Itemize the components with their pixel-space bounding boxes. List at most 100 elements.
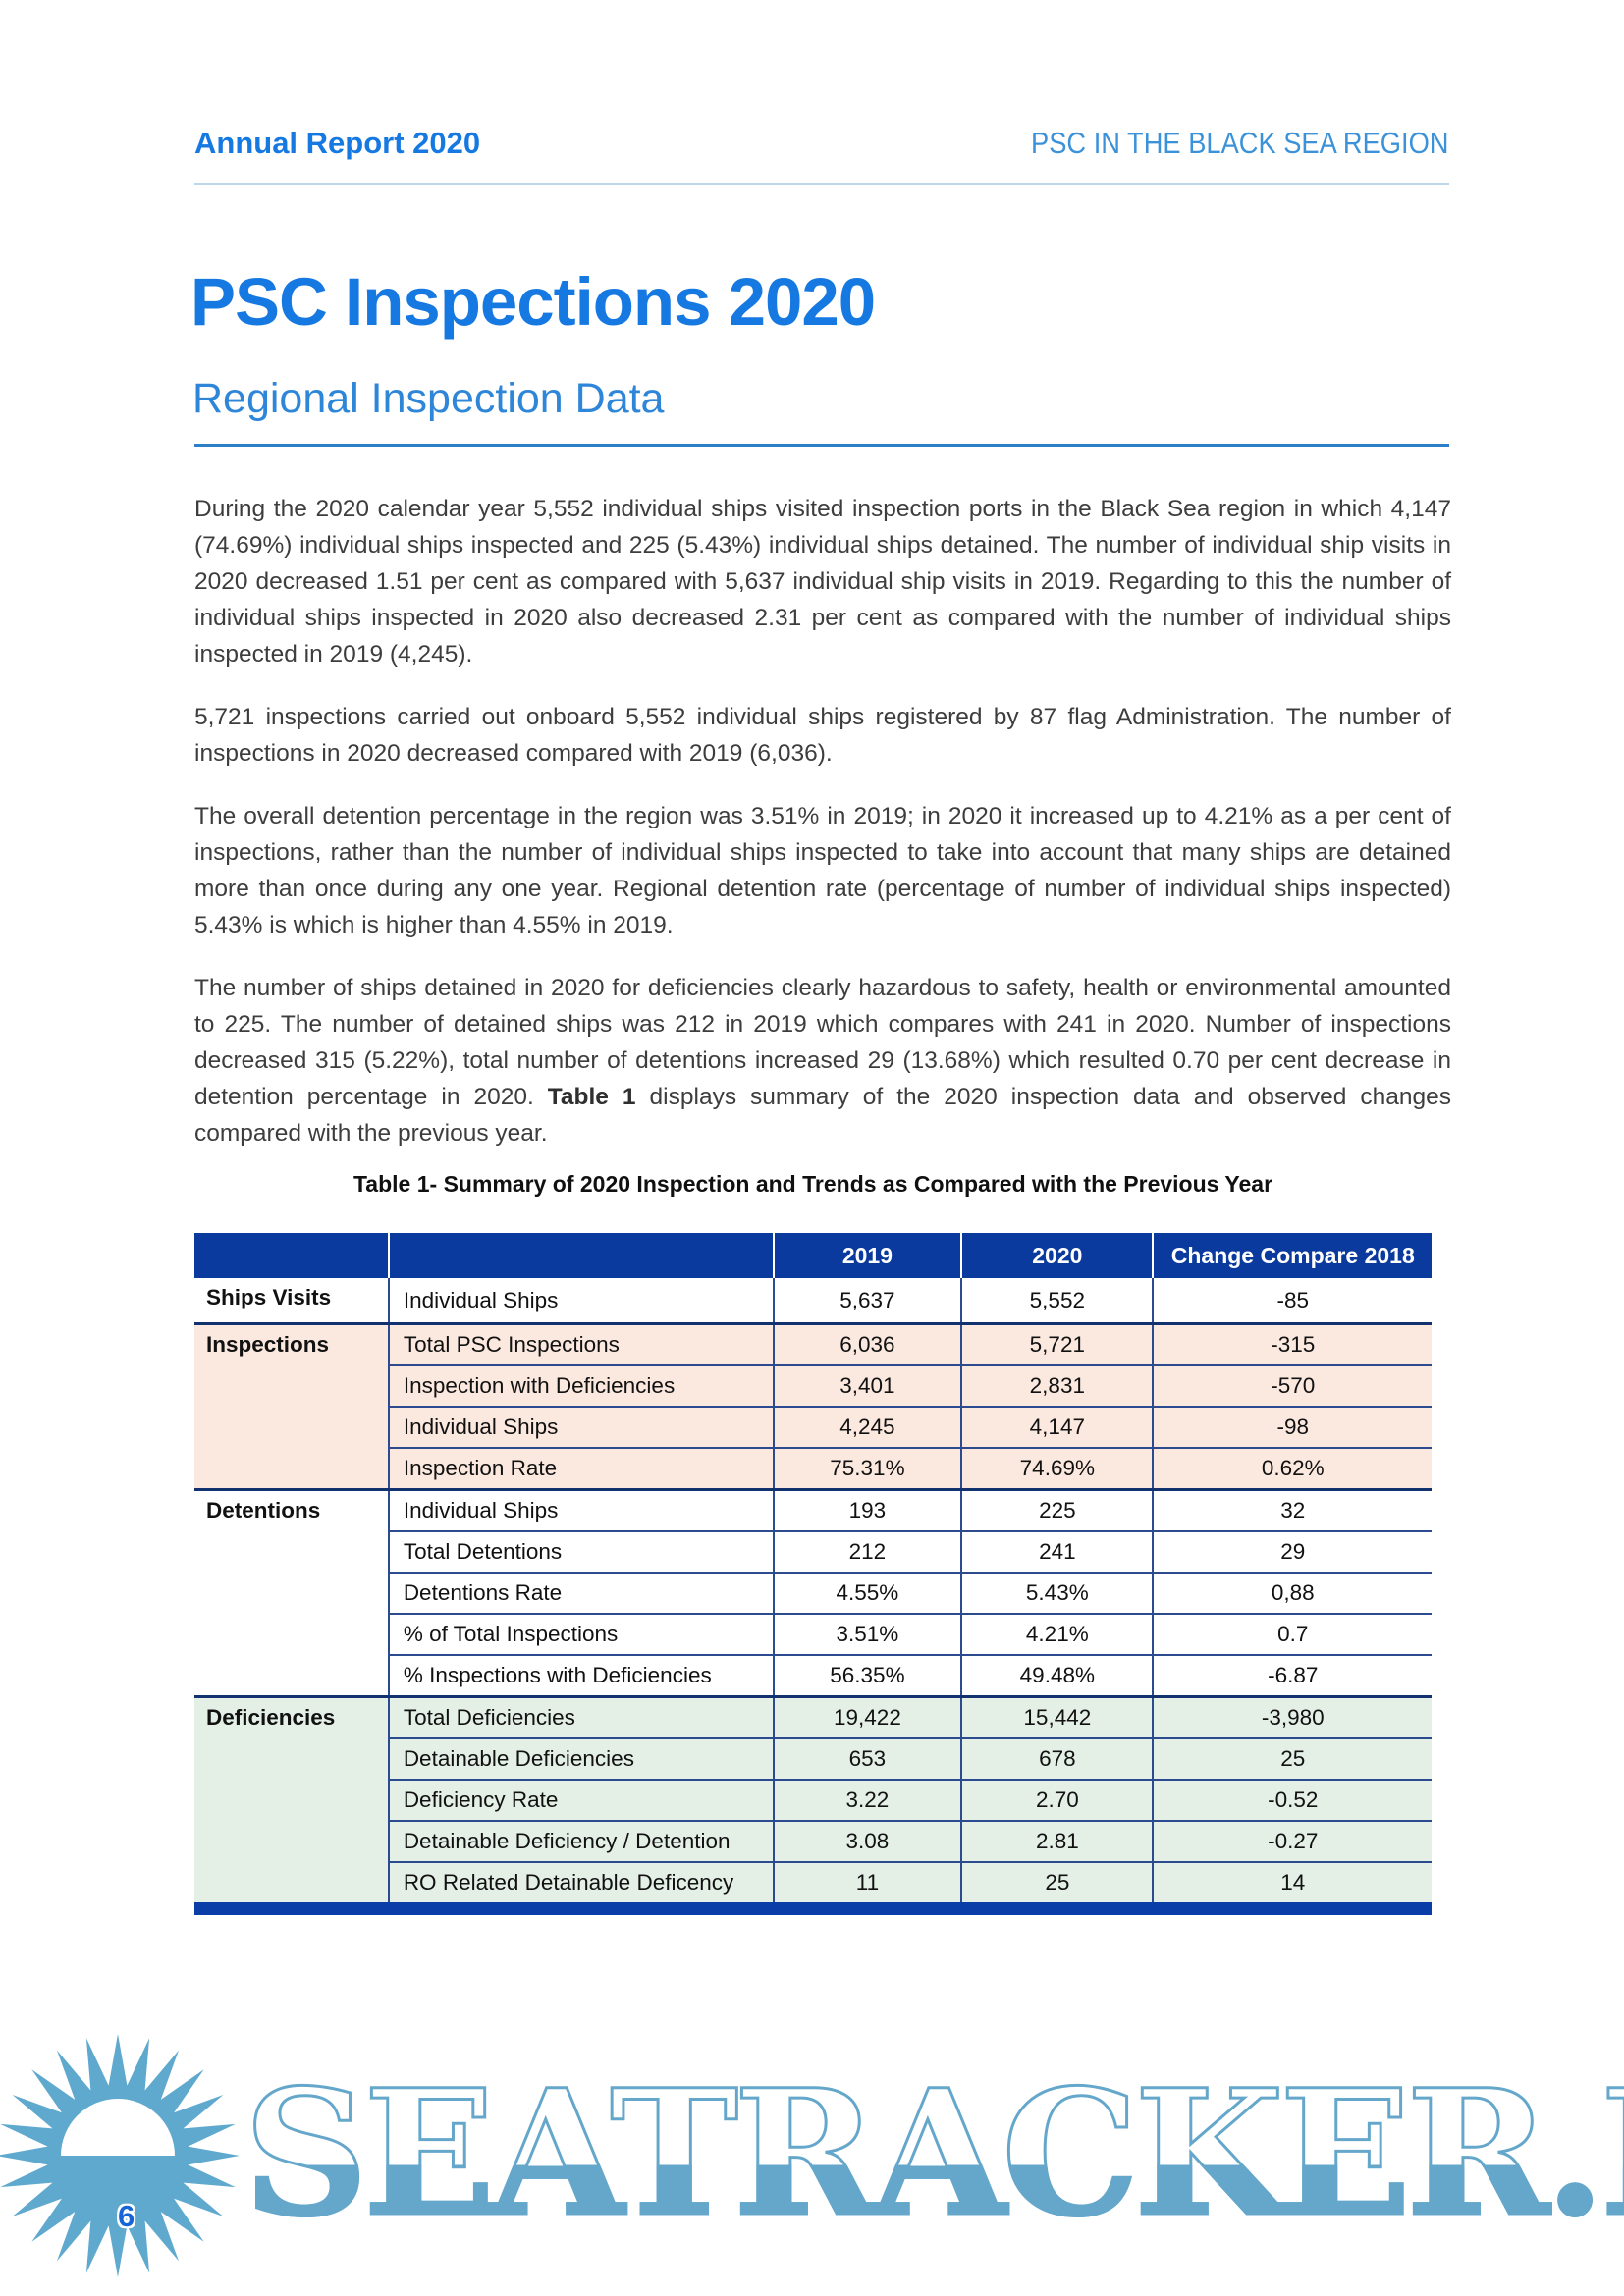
metric-label: Total Detentions <box>388 1530 775 1573</box>
table-row: Deficiencies Total Deficiencies 19,422 15,4… <box>194 1695 1432 1902</box>
value-cell: -6.87 <box>1153 1654 1432 1697</box>
table-row: Inspection with Deficiencies 3,401 2,831 -5… <box>194 1364 1432 1407</box>
table-row: Inspections Total PSC Inspections 6,036 5,7… <box>194 1322 1432 1490</box>
table-row: Ships Visits Individual Ships 5,637 5,552 -8… <box>194 1278 1432 1324</box>
group-label: Detentions <box>194 1488 390 1697</box>
group-label: Ships Visits <box>194 1278 390 1324</box>
column-header <box>387 1233 774 1278</box>
metric-label: Individual Ships <box>388 1406 775 1448</box>
report-name: Annual Report 2020 <box>194 126 481 160</box>
sun-logo <box>0 2034 240 2277</box>
table-header: 2019 2020 Change Compare 2018 <box>194 1233 1432 1278</box>
table-row: Detainable Deficiency / Detention 3.08 2.8… <box>194 1820 1432 1862</box>
metric-label: Detainable Deficiency / Detention <box>388 1820 775 1862</box>
value-cell: 5,721 <box>961 1322 1155 1365</box>
table-caption: Table 1- Summary of 2020 Inspection and … <box>352 1171 1273 1197</box>
metric-label: Individual Ships <box>388 1488 775 1531</box>
value-cell: 4,245 <box>773 1406 963 1448</box>
table-row: % Inspections with Deficiencies 56.35% 49.… <box>194 1654 1432 1697</box>
metric-label: Total Deficiencies <box>388 1695 775 1738</box>
value-cell: 19,422 <box>773 1695 963 1738</box>
metric-label: Deficiency Rate <box>388 1779 775 1821</box>
metric-label: Individual Ships <box>388 1278 775 1324</box>
value-cell: 653 <box>773 1737 963 1780</box>
table-row: Inspection Rate 75.31% 74.69% 0.62% <box>194 1447 1432 1490</box>
value-cell: 0.7 <box>1153 1613 1432 1655</box>
value-cell: 25 <box>1153 1737 1432 1780</box>
value-cell: 2,831 <box>961 1364 1155 1407</box>
group-label: Inspections <box>194 1322 390 1490</box>
value-cell: 25 <box>961 1861 1155 1902</box>
table-row: Detentions Individual Ships 193 225 32 <box>194 1488 1432 1697</box>
page-title: PSC Inspections 2020 <box>190 264 876 340</box>
value-cell: 2.70 <box>961 1779 1155 1821</box>
table-row: Deficiency Rate 3.22 2.70 -0.52 <box>194 1779 1432 1821</box>
value-cell: 6,036 <box>773 1322 963 1365</box>
section-name: PSC IN THE BLACK SEA REGION <box>1031 126 1449 160</box>
column-header: 2019 <box>772 1233 962 1278</box>
metric-label: Detainable Deficiencies <box>388 1737 775 1780</box>
paragraph-4-text: The number of ships detained in 2020 for… <box>194 975 1451 1110</box>
summary-table: 2019 2020 Change Compare 2018 Ships Visits… <box>194 1233 1432 1902</box>
value-cell: 225 <box>961 1488 1155 1531</box>
watermark-text: SEATRACKER.RU <box>242 2061 1624 2246</box>
paragraph-4-tail: displays summary of the 2020 inspection … <box>194 1084 1452 1147</box>
summary-table-wrap: 2019 2020 Change Compare 2018 Ships Visits… <box>194 1233 1432 1915</box>
value-cell: 75.31% <box>773 1447 963 1490</box>
value-cell: 3.51% <box>773 1613 963 1655</box>
metric-label: Inspection Rate <box>388 1447 775 1490</box>
table-row: Detainable Deficiencies 653 678 25 <box>194 1737 1432 1780</box>
paragraph-4: The number of ships detained in 2020 for… <box>194 970 1451 1151</box>
value-cell: -315 <box>1153 1322 1432 1365</box>
metric-label: % Inspections with Deficiencies <box>388 1654 775 1697</box>
value-cell: 56.35% <box>773 1654 963 1697</box>
metric-label: Detentions Rate <box>388 1572 775 1614</box>
value-cell: 3.08 <box>773 1820 963 1862</box>
table-row: % of Total Inspections 3.51% 4.21% 0.7 <box>194 1613 1432 1655</box>
value-cell: -0.52 <box>1153 1779 1432 1821</box>
metric-label: Total PSC Inspections <box>388 1322 775 1365</box>
body-text: During the 2020 calendar year 5,552 indi… <box>194 491 1451 1178</box>
value-cell: 4,147 <box>961 1406 1155 1448</box>
metric-label: RO Related Detainable Deficency <box>388 1861 775 1902</box>
value-cell: 678 <box>961 1737 1155 1780</box>
page-subtitle: Regional Inspection Data <box>192 375 665 422</box>
value-cell: 241 <box>961 1530 1155 1573</box>
value-cell: 5,552 <box>961 1278 1155 1324</box>
value-cell: -3,980 <box>1153 1695 1432 1738</box>
value-cell: 2.81 <box>961 1820 1155 1862</box>
group-label: Deficiencies <box>194 1695 390 1902</box>
paragraph-3: The overall detention percentage in the … <box>194 803 1451 938</box>
value-cell: -98 <box>1153 1406 1432 1448</box>
value-cell: 49.48% <box>961 1654 1155 1697</box>
table-bottom-bar <box>194 1902 1432 1915</box>
metric-label: Inspection with Deficiencies <box>388 1364 775 1407</box>
value-cell: 0,88 <box>1153 1572 1432 1614</box>
value-cell: 11 <box>773 1861 963 1902</box>
value-cell: 14 <box>1153 1861 1432 1902</box>
table-row: RO Related Detainable Deficency 11 25 14 <box>194 1861 1432 1902</box>
sun-dome <box>61 2099 175 2156</box>
value-cell: -0.27 <box>1153 1820 1432 1862</box>
paragraph-1: During the 2020 calendar year 5,552 indi… <box>194 496 1451 667</box>
table-header-row: 2019 2020 Change Compare 2018 <box>194 1233 1432 1278</box>
value-cell: 15,442 <box>961 1695 1155 1738</box>
value-cell: 3,401 <box>773 1364 963 1407</box>
metric-label: % of Total Inspections <box>388 1613 775 1655</box>
table-row: Detentions Rate 4.55% 5.43% 0,88 <box>194 1572 1432 1614</box>
value-cell: 74.69% <box>961 1447 1155 1490</box>
value-cell: 4.55% <box>773 1572 963 1614</box>
value-cell: 5.43% <box>961 1572 1155 1614</box>
table-reference: Table 1 <box>547 1084 636 1110</box>
table-row: Total Detentions 212 241 29 <box>194 1530 1432 1573</box>
value-cell: 3.22 <box>773 1779 963 1821</box>
title-divider <box>194 444 1449 447</box>
value-cell: 32 <box>1153 1488 1432 1531</box>
value-cell: 4.21% <box>961 1613 1155 1655</box>
page-header: Annual Report 2020 PSC IN THE BLACK SEA … <box>194 126 1449 161</box>
table-body: Ships Visits Individual Ships 5,637 5,552 -8… <box>194 1278 1432 1902</box>
value-cell: 5,637 <box>773 1278 963 1324</box>
value-cell: 212 <box>773 1530 963 1573</box>
value-cell: 193 <box>773 1488 963 1531</box>
